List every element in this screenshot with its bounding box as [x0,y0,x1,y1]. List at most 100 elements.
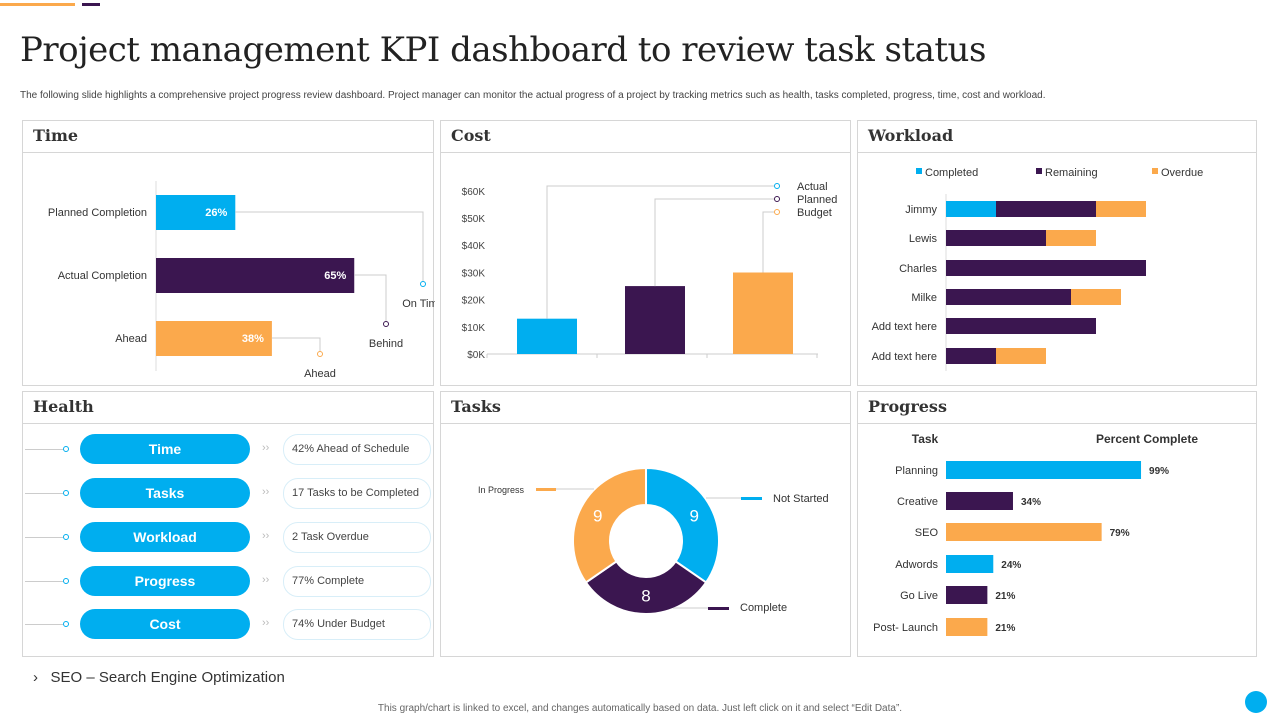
cost-panel: Cost $0K $10K $20K $30K $40K $50K $60K Actual Pl… [440,120,851,386]
connector-line [25,624,63,625]
bar [517,318,577,354]
donut-slice [572,466,647,584]
connector-line [25,581,63,582]
bar-segment [946,289,1071,305]
double-chevron-icon: ›› [262,574,270,586]
cost-chart[interactable]: $0K $10K $20K $30K $40K $50K $60K ActualPlanned… [441,121,852,387]
bar [733,272,793,354]
bar [946,555,994,573]
bar [946,586,988,604]
legend-label: Completed [925,167,978,179]
bar [946,618,988,636]
leader-line [762,211,774,273]
legend-dot [774,209,780,215]
health-status-value: 2 Task Overdue [283,522,431,553]
leader-dot [317,351,323,357]
connector-dot [63,578,69,584]
tasks-donut-chart[interactable]: 9 8 9 Not Started Complete In Progress [441,392,852,658]
legend-label: Budget [797,207,832,219]
leader-dot [420,281,426,287]
column-header: Percent Complete [1096,432,1198,446]
health-pill-button[interactable]: Cost [80,609,250,639]
data-label: 21% [995,623,1015,634]
y-tick-label: $50K [462,214,486,225]
leader-line [546,185,774,319]
category-label: Ahead [115,333,147,345]
leader-line [354,274,387,321]
connector-dot [63,621,69,627]
panel-title: Progress [858,392,1256,424]
y-tick-label: $40K [462,241,486,252]
double-chevron-icon: ›› [262,530,270,542]
panel-title: Tasks [441,392,850,424]
y-tick-label: $10K [462,323,486,334]
accent-line-orange [0,3,75,6]
legend-swatch [741,497,762,500]
connector-dot [63,490,69,496]
workload-panel: Workload Completed Remaining Overdue Jimmy L… [857,120,1257,386]
time-chart[interactable]: Planned Completion 26% On Time Actual Compl… [23,121,435,387]
bar [625,286,685,354]
bar [946,461,1142,479]
health-panel: Health Time ›› 42% Ahead of Schedule Tas… [22,391,434,657]
accent-line-purple [82,3,100,6]
data-label: 34% [1021,497,1041,508]
bar-segment [946,230,1046,246]
category-label: Planning [895,465,938,477]
y-tick-label: $60K [462,187,486,198]
progress-chart[interactable]: Task Percent Complete Planning 99% Creative 3… [858,392,1258,658]
page-subtitle: The following slide highlights a compreh… [20,90,1046,101]
health-status-value: 42% Ahead of Schedule [283,434,431,465]
category-label: Milke [911,292,937,304]
category-label: SEO [915,527,939,539]
legend-label: Planned [797,194,837,206]
health-pill-button[interactable]: Progress [80,566,250,596]
bar [156,258,355,293]
y-tick-label: $0K [467,350,485,361]
data-label: 38% [242,333,264,345]
legend-dot [774,183,780,189]
double-chevron-icon: ›› [262,617,270,629]
category-label: Creative [897,496,938,508]
annotation-label: Ahead [304,368,336,380]
connector-line [25,493,63,494]
legend-swatch [708,607,729,610]
bar-segment [1096,201,1146,217]
annotation-label: Behind [369,338,403,350]
legend-label: Remaining [1045,167,1098,179]
annotation-label: On Time [402,298,435,310]
footer-note: This graph/chart is linked to excel, and… [377,703,903,714]
legend-swatch [916,168,922,174]
legend-swatch [1036,168,1042,174]
circle-icon[interactable] [1245,691,1267,713]
legend-swatch [536,488,556,491]
leader-line [271,337,321,351]
health-pill-button[interactable]: Tasks [80,478,250,508]
data-label: 21% [995,591,1015,602]
workload-chart[interactable]: Completed Remaining Overdue Jimmy Lewis Charl… [858,121,1258,387]
bar [156,321,272,356]
health-pill-button[interactable]: Workload [80,522,250,552]
category-label: Actual Completion [58,270,147,282]
connector-dot [63,446,69,452]
bar [946,492,1013,510]
slice-value-label: 9 [593,507,602,526]
tasks-panel: Tasks 9 8 9 Not Started Complete In Progress [440,391,851,657]
health-status-value: 77% Complete [283,566,431,597]
health-status-value: 17 Tasks to be Completed [283,478,431,509]
double-chevron-icon: ›› [262,486,270,498]
leader-line [654,198,774,287]
category-label: Add text here [872,351,937,363]
y-tick-label: $30K [462,268,486,279]
note: › SEO – Search Engine Optimization [33,669,285,686]
data-label: 65% [324,270,346,282]
progress-panel: Progress Task Percent Complete Planning 99%… [857,391,1257,657]
time-panel: Time Planned Completion 26% On Time Actual … [22,120,435,387]
category-label: Planned Completion [48,207,147,219]
slice-label: Complete [740,602,787,614]
bar [156,195,236,230]
health-status-value: 74% Under Budget [283,609,431,640]
health-pill-button[interactable]: Time [80,434,250,464]
category-label: Lewis [909,233,938,245]
legend-swatch [1152,168,1158,174]
